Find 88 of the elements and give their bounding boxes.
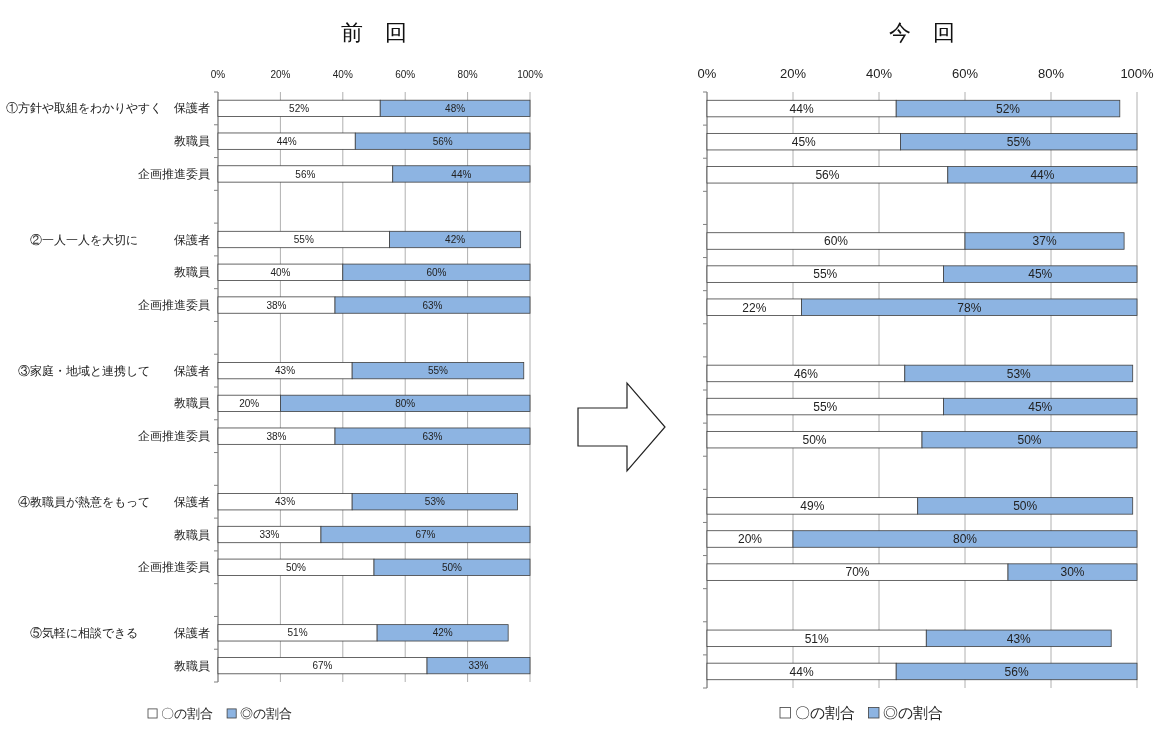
data-label: 30%: [1060, 565, 1085, 580]
data-label: 42%: [432, 627, 453, 639]
data-label: 55%: [293, 234, 314, 246]
data-label: 44%: [1030, 168, 1055, 183]
data-label: 33%: [468, 660, 489, 672]
y-tick-label: ③家庭・地域と連携して 保護者: [18, 363, 210, 378]
data-label: 53%: [1006, 366, 1032, 381]
x-tick-label: 80%: [1037, 66, 1065, 81]
x-tick-label: 40%: [332, 69, 353, 80]
data-label: 43%: [275, 496, 296, 508]
data-label: 33%: [259, 529, 280, 541]
data-label: 44%: [789, 101, 814, 116]
data-label: 56%: [432, 135, 453, 147]
data-label: 63%: [422, 299, 443, 311]
y-tick-label: ②一人一人を大切に 保護者: [30, 232, 210, 247]
data-label: 55%: [1006, 134, 1032, 149]
data-label: 56%: [295, 168, 316, 180]
y-tick-label: 教職員: [174, 396, 210, 411]
data-label: 63%: [422, 430, 443, 442]
data-label: 20%: [239, 397, 260, 409]
x-tick-label: 60%: [395, 69, 416, 80]
data-label: 55%: [427, 365, 449, 377]
legend-label: 〇の割合: [794, 704, 855, 721]
data-label: 50%: [441, 561, 463, 573]
data-label: 70%: [845, 565, 870, 580]
y-tick-label: 教職員: [174, 658, 210, 673]
data-label: 60%: [823, 234, 849, 249]
legend-label: ◎の割合: [883, 704, 943, 721]
y-tick-label: 企画推進委員: [138, 560, 210, 575]
y-tick-label: 企画推進委員: [138, 166, 210, 181]
data-label: 22%: [742, 300, 767, 315]
data-label: 44%: [276, 135, 297, 147]
x-tick-label: 40%: [865, 66, 893, 81]
data-label: 37%: [1032, 234, 1057, 249]
data-label: 50%: [802, 432, 827, 447]
data-label: 50%: [1013, 499, 1038, 514]
y-tick-label: ⑤気軽に相談できる 保護者: [30, 625, 210, 640]
data-label: 51%: [287, 627, 308, 639]
x-tick-label: 100%: [1120, 66, 1155, 81]
x-tick-label: 20%: [779, 66, 807, 81]
y-tick-label: 企画推進委員: [138, 429, 210, 444]
chart-title: 今 回: [889, 20, 955, 45]
x-tick-label: 0%: [210, 69, 226, 80]
data-label: 45%: [791, 134, 817, 149]
data-label: 48%: [445, 102, 466, 114]
data-label: 50%: [1017, 432, 1042, 447]
data-label: 42%: [445, 234, 466, 246]
data-label: 44%: [789, 664, 814, 679]
x-tick-label: 0%: [697, 66, 717, 81]
data-label: 55%: [813, 399, 838, 414]
y-tick-label: 教職員: [174, 265, 210, 280]
data-label: 80%: [395, 397, 416, 409]
data-label: 56%: [815, 168, 840, 183]
data-label: 55%: [813, 267, 838, 282]
x-tick-label: 60%: [951, 66, 979, 81]
data-label: 78%: [957, 300, 982, 315]
data-label: 51%: [804, 631, 829, 646]
y-tick-label: ④教職員が熱意をもって 保護者: [18, 494, 210, 509]
y-tick-label: 企画推進委員: [138, 298, 210, 313]
data-label: 53%: [424, 496, 445, 508]
data-label: 45%: [1028, 399, 1053, 414]
data-label: 45%: [1028, 267, 1053, 282]
data-label: 46%: [793, 366, 819, 381]
data-label: 44%: [451, 168, 472, 180]
legend-label: 〇の割合: [161, 706, 214, 721]
data-label: 52%: [995, 101, 1021, 116]
data-label: 40%: [270, 266, 291, 278]
data-label: 43%: [1006, 631, 1032, 646]
x-tick-label: 100%: [517, 69, 543, 80]
data-label: 38%: [266, 430, 287, 442]
data-label: 38%: [266, 299, 287, 311]
data-label: 80%: [952, 532, 978, 547]
data-label: 56%: [1004, 664, 1029, 679]
y-tick-label: 教職員: [174, 527, 210, 542]
x-tick-label: 20%: [270, 69, 291, 80]
x-tick-label: 80%: [457, 69, 478, 80]
data-label: 20%: [737, 532, 763, 547]
legend-label: ◎の割合: [240, 706, 293, 721]
data-label: 52%: [289, 102, 310, 114]
data-label: 49%: [800, 499, 825, 514]
data-label: 60%: [426, 266, 447, 278]
y-tick-label: 教職員: [174, 134, 210, 149]
y-tick-label: ①方針や取組をわかりやすく 保護者: [6, 101, 210, 116]
data-label: 67%: [312, 660, 333, 672]
chart-title: 前 回: [341, 20, 407, 45]
data-label: 43%: [275, 365, 296, 377]
data-label: 50%: [285, 561, 307, 573]
data-label: 67%: [415, 529, 436, 541]
